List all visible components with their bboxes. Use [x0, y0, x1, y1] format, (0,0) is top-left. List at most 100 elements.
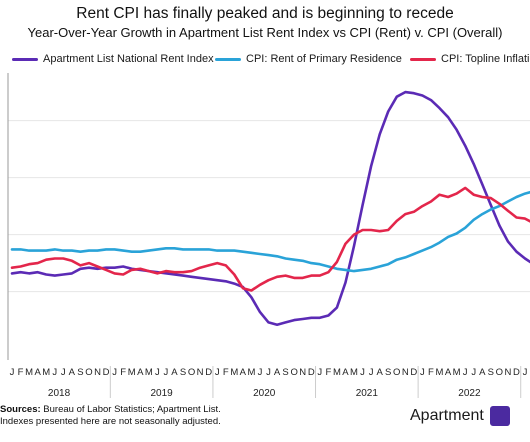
x-tick-label-month: M	[25, 367, 33, 378]
data-point	[233, 273, 236, 276]
data-point	[11, 272, 13, 275]
data-point	[378, 230, 381, 233]
data-point	[438, 193, 441, 196]
data-point	[464, 144, 467, 147]
data-point	[156, 272, 159, 275]
data-point	[515, 250, 518, 253]
x-tick-label-month: A	[445, 367, 452, 378]
data-point	[447, 235, 449, 238]
data-point	[455, 128, 458, 131]
data-point	[361, 269, 364, 271]
data-point	[224, 280, 227, 283]
x-tick-label-month: F	[428, 367, 434, 378]
x-tick-label-year: 2022	[458, 388, 481, 399]
x-tick-label-month: J	[112, 367, 117, 378]
data-point	[412, 210, 415, 213]
data-point	[122, 265, 125, 268]
data-point	[310, 274, 313, 277]
data-point	[515, 196, 518, 198]
data-point	[250, 289, 253, 292]
data-point	[156, 248, 159, 251]
data-point	[395, 220, 398, 222]
data-point	[165, 247, 167, 250]
data-point	[233, 282, 236, 285]
x-tick-label-month: J	[471, 367, 476, 378]
x-tick-label-month: J	[258, 367, 263, 378]
data-point	[28, 263, 30, 266]
data-point	[113, 266, 116, 269]
data-point	[173, 247, 176, 250]
data-point	[105, 266, 107, 269]
data-point	[267, 321, 270, 324]
data-point	[19, 265, 22, 268]
data-point	[105, 248, 107, 251]
data-point	[173, 271, 176, 274]
x-tick-label-month: O	[85, 367, 92, 378]
data-point	[481, 183, 484, 186]
chart-title: Rent CPI has finally peaked and is begin…	[76, 5, 454, 22]
data-point	[370, 267, 372, 270]
data-point	[421, 205, 424, 208]
x-tick-label-month: O	[188, 367, 195, 378]
data-point	[207, 248, 210, 251]
data-point	[70, 272, 73, 275]
data-point	[147, 249, 150, 252]
chart-subtitle: Year-Over-Year Growth in Apartment List …	[27, 25, 503, 40]
x-tick-label-month: J	[155, 367, 160, 378]
data-point	[318, 316, 321, 319]
x-tick-label-month: A	[274, 367, 281, 378]
x-tick-label-month: M	[350, 367, 358, 378]
data-point	[45, 273, 48, 276]
data-point	[387, 110, 390, 113]
data-point	[353, 270, 355, 272]
x-tick-label-month: J	[164, 367, 169, 378]
data-point	[88, 249, 90, 252]
data-point	[472, 218, 475, 221]
data-point	[190, 270, 193, 272]
footer-note: Indexes presented here are not seasonall…	[0, 416, 221, 427]
data-point	[190, 248, 193, 251]
data-point	[395, 95, 398, 98]
data-point	[70, 259, 73, 262]
data-point	[241, 287, 244, 290]
data-point	[88, 262, 90, 264]
legend-label: Apartment List National Rent Index	[43, 53, 214, 65]
x-tick-label-month: M	[436, 367, 444, 378]
data-point	[412, 253, 415, 255]
x-tick-label-month: N	[94, 367, 101, 378]
data-point	[276, 323, 278, 326]
data-point	[79, 264, 82, 267]
data-point	[199, 248, 202, 251]
data-point	[182, 248, 184, 251]
data-point	[284, 274, 287, 277]
x-tick-label-month: J	[266, 367, 271, 378]
x-tick-label-month: O	[496, 367, 503, 378]
data-point	[464, 226, 467, 229]
data-point	[327, 314, 330, 317]
data-point	[336, 306, 338, 309]
x-tick-label-month: F	[325, 367, 331, 378]
data-point	[515, 216, 518, 219]
series-line-1	[10, 190, 530, 273]
data-point	[301, 318, 304, 320]
data-point	[447, 196, 449, 198]
x-tick-label-month: D	[513, 367, 520, 378]
x-tick-label-month: N	[299, 367, 306, 378]
x-tick-label-month: D	[205, 367, 212, 378]
data-point	[293, 258, 296, 261]
data-point	[113, 272, 116, 275]
x-tick-label-month: M	[42, 367, 50, 378]
brand-name: Apartment	[410, 407, 484, 424]
data-point	[259, 311, 261, 314]
x-tick-label-month: J	[10, 367, 15, 378]
data-point	[489, 204, 492, 206]
data-point	[507, 240, 509, 243]
data-point	[224, 264, 227, 267]
data-point	[207, 278, 210, 280]
data-point	[310, 316, 313, 319]
data-point	[11, 266, 13, 269]
data-point	[96, 265, 99, 268]
data-point	[70, 249, 73, 252]
data-point	[395, 258, 398, 261]
data-point	[524, 217, 526, 220]
